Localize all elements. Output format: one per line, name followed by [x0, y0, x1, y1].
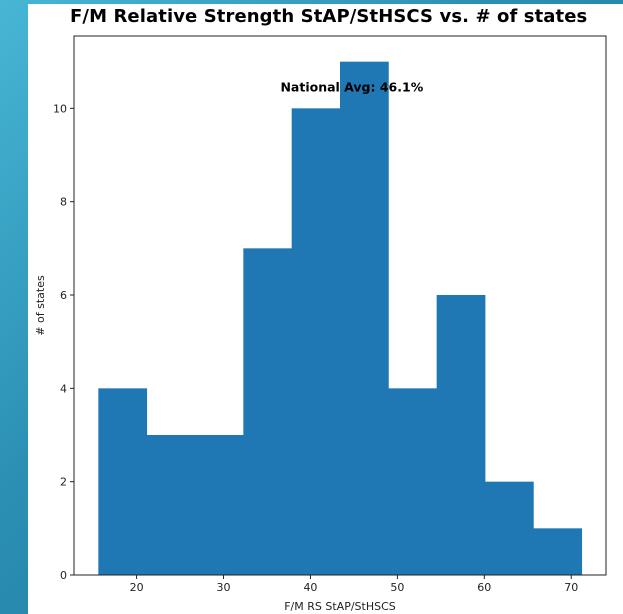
histogram-bar	[98, 388, 148, 575]
histogram-bar	[388, 388, 438, 575]
histogram-bar	[243, 248, 293, 576]
x-axis-ticks: 20 30 40 50 60 70	[130, 575, 578, 594]
histogram-bar	[484, 481, 534, 575]
y-tick-label: 10	[53, 102, 67, 115]
x-axis-label: F/M RS StAP/StHSCS	[284, 600, 396, 613]
plot-frame	[73, 35, 607, 576]
y-tick-label: 6	[60, 289, 67, 302]
histogram-bar	[195, 435, 244, 575]
x-tick-label: 20	[130, 581, 144, 594]
y-axis-label: # of states	[34, 275, 47, 336]
bars-group	[98, 61, 583, 576]
chart-title: F/M Relative Strength StAP/StHSCS vs. # …	[70, 6, 588, 27]
x-tick-label: 40	[303, 581, 317, 594]
y-axis-ticks: 0 2 4 6 8 10	[53, 102, 74, 582]
y-tick-label: 0	[60, 569, 67, 582]
y-tick-label: 4	[60, 382, 67, 395]
x-tick-label: 50	[390, 581, 404, 594]
x-tick-label: 60	[477, 581, 491, 594]
histogram-bar	[146, 435, 196, 575]
national-avg-annotation: National Avg: 46.1%	[280, 80, 423, 95]
y-tick-label: 2	[60, 476, 67, 489]
x-tick-label: 70	[564, 581, 578, 594]
histogram-bar	[340, 61, 389, 575]
x-tick-label: 30	[217, 581, 231, 594]
histogram-bar	[436, 295, 486, 575]
y-tick-label: 8	[60, 196, 67, 209]
histogram-bar	[533, 528, 583, 575]
histogram-bar	[291, 108, 341, 575]
